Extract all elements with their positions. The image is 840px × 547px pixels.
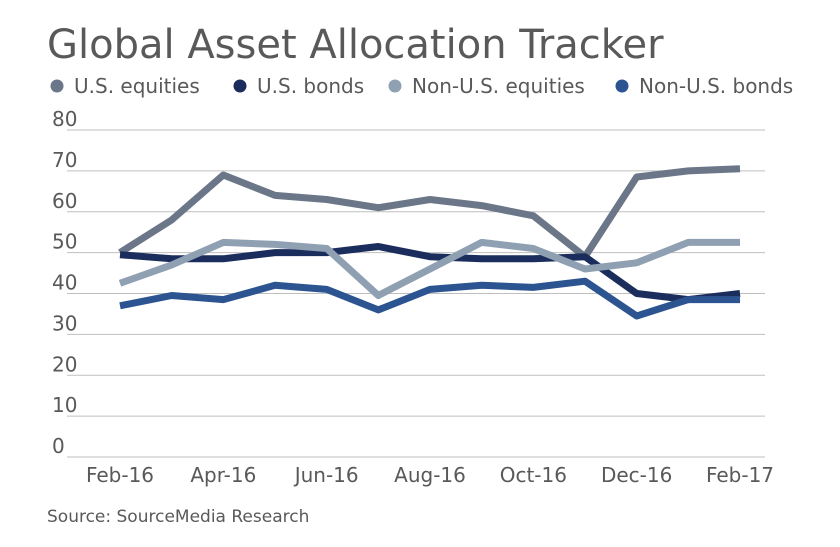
series-line-1 xyxy=(119,243,741,304)
x-tick-label: Apr-16 xyxy=(190,463,256,487)
y-tick-label: 70 xyxy=(52,148,77,172)
legend-marker xyxy=(233,79,247,93)
x-tick-label: Jun-16 xyxy=(293,463,359,487)
x-axis: Feb-16 Apr-16 Jun-16 Aug-16 Oct-16 Dec-16 Feb-… xyxy=(86,463,774,487)
source-note: Source: SourceMedia Research xyxy=(47,507,309,527)
series-line-2 xyxy=(118,238,740,299)
legend-marker xyxy=(388,79,402,93)
series-line-3 xyxy=(119,277,740,320)
legend-label: Non-U.S. bonds xyxy=(639,74,793,98)
y-axis: 0 10 20 30 40 50 60 70 80 xyxy=(52,107,77,458)
legend-marker xyxy=(50,79,64,93)
legend: U.S. equities U.S. bonds Non-U.S. equities… xyxy=(50,74,793,98)
x-tick-label: Feb-16 xyxy=(86,463,154,487)
y-tick-label: 60 xyxy=(52,189,77,213)
y-tick-label: 0 xyxy=(52,434,65,458)
x-tick-label: Feb-17 xyxy=(706,463,774,487)
y-tick-label: 40 xyxy=(52,271,77,295)
y-tick-label: 30 xyxy=(52,311,77,335)
legend-label: U.S. equities xyxy=(74,74,200,98)
y-tick-label: 50 xyxy=(52,230,77,254)
x-tick-label: Oct-16 xyxy=(500,463,567,487)
y-tick-label: 80 xyxy=(52,107,77,131)
x-tick-label: Aug-16 xyxy=(394,463,466,487)
x-tick-label: Dec-16 xyxy=(601,463,672,487)
y-tick-label: 10 xyxy=(52,393,77,417)
legend-label: Non-U.S. equities xyxy=(412,74,585,98)
plot-area xyxy=(118,165,741,320)
legend-marker xyxy=(615,79,629,93)
y-tick-label: 20 xyxy=(52,352,77,376)
series-line-0 xyxy=(118,165,741,261)
legend-label: U.S. bonds xyxy=(257,74,364,98)
chart-title: Global Asset Allocation Tracker xyxy=(47,22,664,68)
